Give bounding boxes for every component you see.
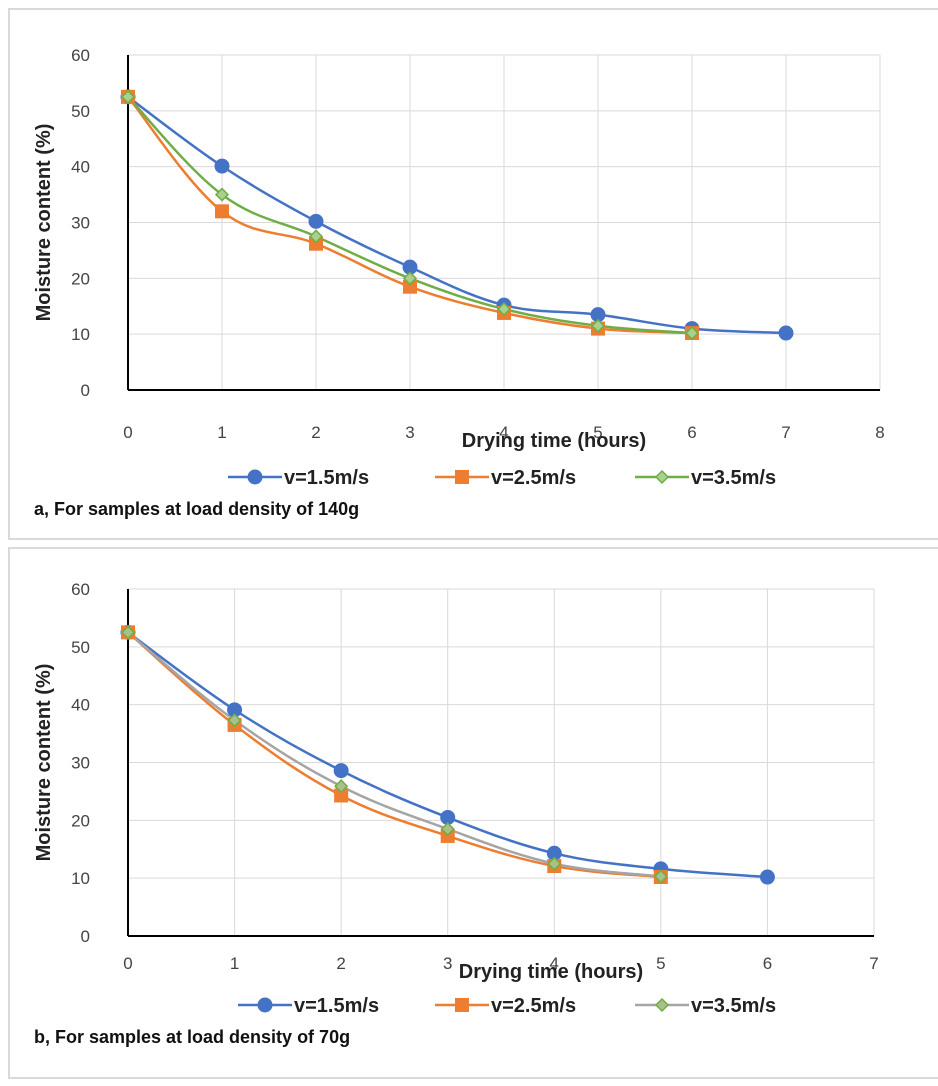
chart-a-svg: 0 10 20 30 40 50 60 0 1 2 3 4 5 6 7 8 Drying time (hours… [33,46,885,519]
chart-b-series-line-2 [127,631,661,879]
chart-b-legend-marker-1 [257,997,273,1013]
chart-a-x-axis-title: Drying time (hours) [462,430,646,452]
chart-a-x-tick-label: 0 [123,423,132,442]
chart-a-series-1-point [308,213,324,229]
chart-a-series-1-point [778,325,794,341]
chart-a-x-tick-label: 5 [593,423,602,442]
chart-b-series-1-point [333,763,349,779]
chart-b-y-axis-title: Moisture content (%) [33,664,55,862]
chart-b-x-tick-label: 6 [763,954,772,973]
chart-b-x-tick-label: 4 [550,954,559,973]
chart-a-series-3-point [120,89,136,104]
chart-b-legend-marker-3 [654,997,670,1013]
chart-a-y-tick-label: 50 [71,102,90,121]
chart-b-series-line-3 [127,631,662,878]
chart-b-x-tick-label: 5 [656,954,665,973]
chart-b-x-axis-title: Drying time (hours) [459,961,643,983]
chart-a-x-tick-label: 8 [875,423,884,442]
chart-a-y-tick-label: 10 [71,325,90,344]
chart-a-legend-item-3: v=3.5m/s [635,467,776,489]
chart-b-legend-item-3: v=3.5m/s [635,995,776,1017]
chart-b-x-tick-label: 1 [230,954,239,973]
chart-b-x-tick-label: 0 [123,954,132,973]
chart-b-series-1-point [759,869,775,885]
chart-b-y-tick-label: 20 [71,811,90,830]
chart-a-x-tick-label: 4 [499,423,508,442]
chart-b-series-3-point [334,779,349,794]
chart-a-y-axis-title: Moisture content (%) [33,124,55,322]
chart-b-x-tick-label: 2 [336,954,345,973]
chart-b-x-tick-label: 3 [443,954,452,973]
chart-a-series-3-point [590,318,606,333]
chart-b-series-3-point [440,821,455,837]
chart-b-legend-item-2: v=2.5m/s [435,995,576,1017]
chart-a-series-3-point [308,229,324,244]
chart-a-legend-label-3: v=3.5m/s [691,467,776,489]
chart-a-y-tick-label: 20 [71,269,90,288]
chart-a-x-tick-label: 3 [405,423,414,442]
chart-b-series-3-point [227,713,242,728]
chart-a-y-tick-label: 40 [71,158,90,177]
chart-a-legend-marker-2 [455,470,469,484]
chart-b-series-3-point [653,869,668,884]
chart-a-legend-marker-1 [247,469,263,485]
chart-a-series-3-point [214,187,230,202]
chart-b-x-tick-label: 7 [869,954,878,973]
chart-panel-a: 0 10 20 30 40 50 60 0 1 2 3 4 5 6 7 8 Drying time (hours… [8,8,938,540]
chart-b-legend-item-1: v=1.5m/s [238,995,379,1017]
chart-b-svg: 0 10 20 30 40 50 60 0 1 2 3 4 5 6 7 Drying time (hours)… [33,580,879,1047]
chart-b-y-tick-label: 10 [71,869,90,888]
chart-a-legend-marker-3 [654,469,670,485]
chart-b-series-3-point [120,625,136,640]
chart-a-y-tick-label: 60 [71,46,90,65]
chart-a-caption: a, For samples at load density of 140g [34,499,359,519]
chart-a-series-3-point [402,271,418,286]
chart-a-y-tick-label: 0 [81,381,90,400]
chart-a-x-tick-label: 2 [311,423,320,442]
chart-a-legend-item-1: v=1.5m/s [228,467,369,489]
chart-b-y-tick-label: 40 [71,696,90,715]
chart-b-caption: b, For samples at load density of 70g [34,1027,350,1047]
chart-a-x-tick-label: 1 [217,423,226,442]
chart-b-legend-label-2: v=2.5m/s [491,995,576,1017]
chart-a-legend-label-2: v=2.5m/s [491,467,576,489]
chart-b-y-tick-label: 0 [81,927,90,946]
chart-a-series-1-point [214,158,230,174]
chart-b-y-tick-label: 60 [71,580,90,599]
chart-panel-b: 0 10 20 30 40 50 60 0 1 2 3 4 5 6 7 Drying time (hours)… [8,547,938,1079]
chart-a-series-3-point [684,325,700,341]
chart-a-y-tick-label: 30 [71,214,90,233]
chart-b-y-tick-label: 50 [71,638,90,657]
chart-a-series-2-point [215,204,229,219]
chart-a-legend-label-1: v=1.5m/s [284,467,369,489]
chart-b-series-3-point [547,856,562,871]
chart-b-y-tick-label: 30 [71,754,90,773]
chart-a-legend-item-2: v=2.5m/s [435,467,576,489]
chart-b-legend-marker-2 [455,998,469,1012]
chart-b-legend-label-3: v=3.5m/s [691,995,776,1017]
chart-a-series-3-point [496,301,512,317]
chart-a-x-tick-label: 7 [781,423,790,442]
chart-a-x-tick-label: 6 [687,423,696,442]
chart-b-legend-label-1: v=1.5m/s [294,995,379,1017]
